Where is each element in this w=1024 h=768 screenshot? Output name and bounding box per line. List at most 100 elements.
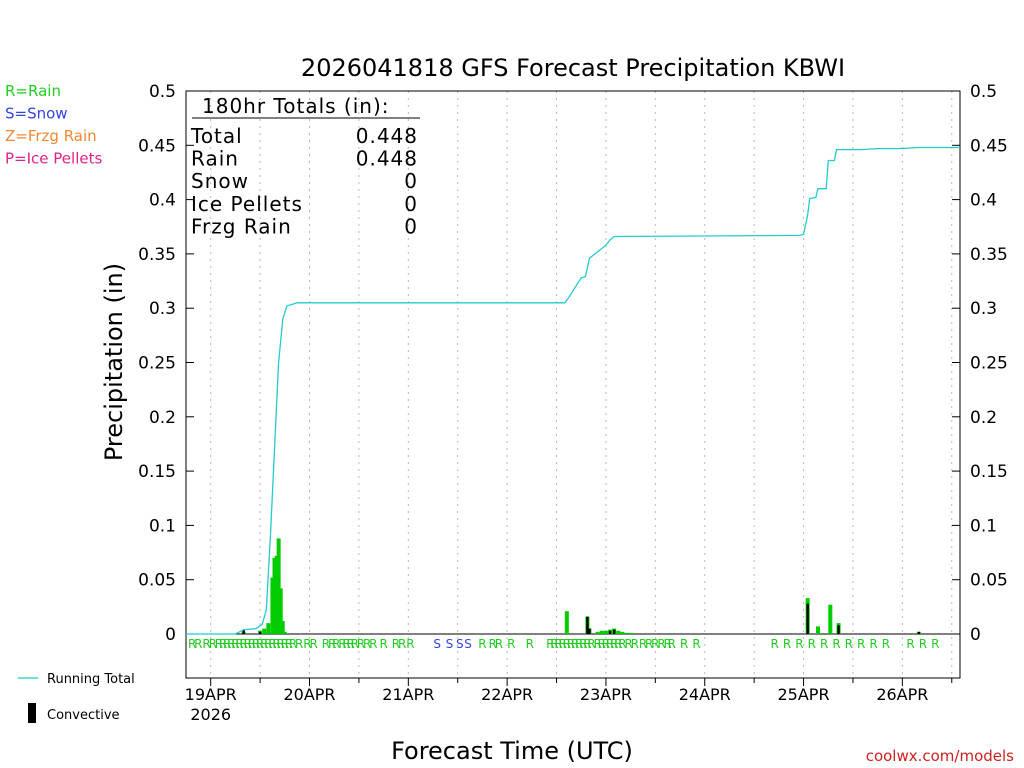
- x-tick-label: 23APR: [580, 685, 632, 704]
- plot-frame: [185, 90, 961, 679]
- ptype-marker: R: [882, 637, 890, 651]
- ptype-marker: R: [268, 637, 276, 651]
- ptype-marker: R: [202, 637, 210, 651]
- y-tick-label: 0.1: [149, 516, 176, 536]
- ptype-marker: R: [478, 637, 486, 651]
- ptype-marker: R: [571, 637, 579, 651]
- ptype-marker: R: [351, 637, 359, 651]
- ptype-marker: R: [309, 637, 317, 651]
- precip-bar: [278, 588, 283, 634]
- ptype-marker: R: [295, 637, 303, 651]
- ptype-marker: R: [392, 637, 400, 651]
- ptype-marker: R: [338, 637, 346, 651]
- y-tick-label: 0.4: [970, 191, 997, 211]
- y-tick-label: 0.5: [970, 82, 997, 102]
- ptype-marker: R: [845, 637, 853, 651]
- ptype-legend-item: Z=Frzg Rain: [5, 127, 97, 145]
- ptype-marker: R: [219, 637, 227, 651]
- ptype-marker: R: [614, 637, 622, 651]
- precip-bar: [815, 626, 820, 634]
- ptype-legend-item: P=Ice Pellets: [5, 150, 102, 168]
- y-tick-label: 0.25: [138, 354, 176, 374]
- precip-bar: [266, 623, 271, 634]
- ptype-marker: R: [379, 637, 387, 651]
- ptype-marker: R: [342, 637, 350, 651]
- totals-row-value: 0: [404, 192, 418, 216]
- ptype-marker: R: [624, 637, 632, 651]
- y-tick-label: 0.45: [138, 136, 176, 156]
- precip-bars: [241, 538, 921, 634]
- convective-bars: [242, 603, 921, 634]
- x-tick-label: 20APR: [283, 685, 335, 704]
- ptype-marker: R: [664, 637, 672, 651]
- ptype-marker: R: [231, 637, 239, 651]
- precip-bar: [272, 557, 277, 634]
- ptype-marker: R: [332, 637, 340, 651]
- y-tick-label: 0.45: [970, 136, 1008, 156]
- ptype-marker: R: [277, 637, 285, 651]
- ptype-marker: R: [598, 637, 606, 651]
- ptype-legend: R=Rain S=Snow Z=Frzg Rain P=Ice Pellets: [5, 82, 102, 168]
- convective-bar: [612, 629, 616, 634]
- ptype-marker: R: [832, 637, 840, 651]
- x-tick-label: 25APR: [778, 685, 830, 704]
- y-axis-left: 0 0.05 0.1 0.15 0.2 0.25 0.3 0.35 0.4 0.45 0.5: [138, 82, 194, 645]
- precip-bar: [282, 631, 287, 634]
- precip-bar: [274, 555, 279, 634]
- ptype-marker: R: [631, 637, 639, 651]
- totals-row-label: Ice Pellets: [191, 192, 303, 216]
- ptype-marker: R: [328, 637, 336, 651]
- ptype-marker: R: [289, 637, 297, 651]
- y-tick-label: 0.4: [149, 191, 176, 211]
- totals-row-value: 0: [404, 169, 418, 193]
- y-tick-label: 0: [970, 625, 981, 645]
- precip-bar: [270, 577, 275, 634]
- credit-text: coolwx.com/models: [866, 747, 1014, 765]
- ptype-marker: R: [639, 637, 647, 651]
- ptype-marker: R: [559, 637, 567, 651]
- ptype-marker: R: [239, 637, 247, 651]
- y-tick-label: 0.2: [970, 408, 997, 428]
- ptype-marker: R: [931, 637, 939, 651]
- precip-bar: [603, 630, 608, 634]
- ptype-marker: R: [645, 637, 653, 651]
- ptype-marker: R: [583, 637, 591, 651]
- series-legend: Running Total Convective: [18, 672, 135, 723]
- ptype-marker: S: [464, 637, 472, 651]
- convective-bar: [588, 628, 591, 634]
- x-axis-label: Forecast Time (UTC): [391, 737, 633, 765]
- precip-bar: [624, 632, 629, 634]
- y-tick-label: 0.25: [970, 354, 1008, 374]
- ptype-marker: R: [857, 637, 865, 651]
- precip-bar: [276, 538, 281, 634]
- ptype-marker: R: [869, 637, 877, 651]
- y-tick-label: 0.1: [970, 516, 997, 536]
- running-total-line: [186, 146, 960, 635]
- y-tick-label: 0.15: [138, 462, 176, 482]
- ptype-marker: R: [215, 637, 223, 651]
- precip-bar: [828, 604, 833, 634]
- ptype-marker: R: [235, 637, 243, 651]
- y-tick-label: 0.5: [149, 82, 176, 102]
- y-tick-label: 0.05: [138, 571, 176, 591]
- totals-row-value: 0: [404, 214, 418, 238]
- y-tick-label: 0.15: [970, 462, 1008, 482]
- ptype-marker: R: [398, 637, 406, 651]
- x-tick-label: 24APR: [679, 685, 731, 704]
- ptype-marker: R: [567, 637, 575, 651]
- totals-row-label: Total: [190, 124, 243, 148]
- ptype-marker: R: [610, 637, 618, 651]
- ptype-marker: R: [680, 637, 688, 651]
- ptype-marker: R: [602, 637, 610, 651]
- ptype-marker: S: [456, 637, 464, 651]
- ptype-marker: R: [495, 637, 503, 651]
- precip-bar: [564, 611, 569, 634]
- ptype-marker: R: [347, 637, 355, 651]
- totals-header: 180hr Totals (in):: [202, 94, 390, 118]
- ptype-marker: R: [322, 637, 330, 651]
- totals-box: 180hr Totals (in): Total 0.448 Rain 0.448 Sn…: [190, 94, 420, 238]
- ptype-marker: R: [820, 637, 828, 651]
- y-tick-label: 0.3: [970, 299, 997, 319]
- precip-bar: [280, 620, 285, 634]
